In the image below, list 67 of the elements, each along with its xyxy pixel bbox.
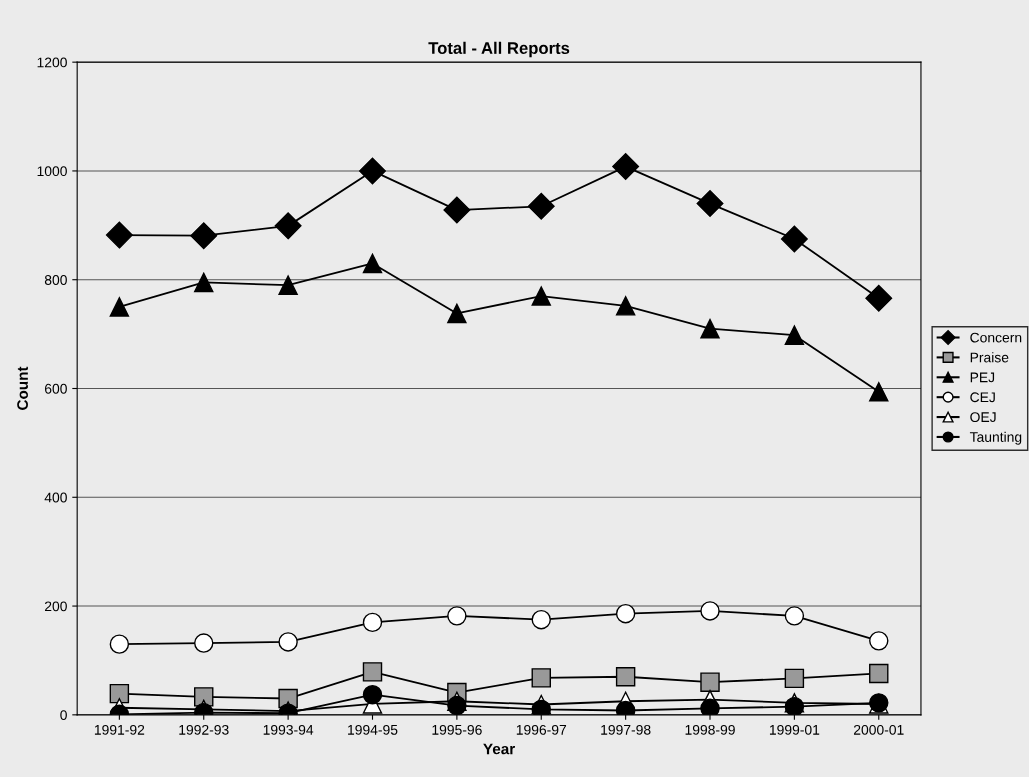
x-tick-label: 1993-94 bbox=[263, 724, 314, 735]
point bbox=[615, 603, 636, 624]
x-tick-label: 1998-99 bbox=[685, 724, 735, 735]
point bbox=[784, 696, 805, 715]
x-tick-label: 1991-92 bbox=[94, 724, 145, 735]
x-tick-label: 2000-01 bbox=[853, 724, 904, 735]
point bbox=[612, 153, 640, 181]
point bbox=[784, 325, 805, 345]
legend-label: Concern bbox=[970, 332, 1022, 343]
point bbox=[700, 601, 720, 621]
x-tick-label: 1997-98 bbox=[601, 724, 651, 735]
point bbox=[700, 672, 720, 692]
point bbox=[531, 286, 551, 306]
y-tick-label: 400 bbox=[44, 492, 67, 503]
point bbox=[700, 318, 720, 339]
point bbox=[865, 284, 893, 312]
y-tick-label: 600 bbox=[44, 383, 67, 394]
point bbox=[362, 253, 383, 274]
point bbox=[531, 668, 551, 688]
point bbox=[780, 225, 808, 253]
y-tick-label: 0 bbox=[60, 710, 67, 721]
point bbox=[869, 382, 889, 402]
point bbox=[447, 606, 467, 626]
legend-label: OEJ bbox=[970, 412, 996, 423]
x-tick-label: 1994-95 bbox=[348, 724, 398, 735]
point bbox=[362, 612, 383, 633]
point bbox=[615, 296, 636, 316]
y-axis-title: Count bbox=[17, 366, 28, 410]
legend-label: CEJ bbox=[970, 392, 995, 403]
point bbox=[869, 663, 889, 684]
y-tick-label: 1000 bbox=[37, 166, 67, 177]
y-tick-label: 200 bbox=[44, 601, 67, 612]
y-tick-label: 1200 bbox=[37, 57, 67, 68]
x-tick-label: 1995-96 bbox=[432, 724, 482, 735]
point bbox=[190, 222, 218, 250]
point bbox=[362, 662, 383, 682]
point bbox=[615, 667, 636, 687]
legend-label: Taunting bbox=[969, 431, 1022, 445]
point bbox=[194, 633, 214, 653]
point bbox=[109, 634, 130, 654]
point bbox=[443, 196, 471, 224]
point bbox=[362, 684, 383, 705]
point bbox=[527, 192, 555, 220]
point bbox=[869, 631, 889, 651]
point bbox=[696, 190, 724, 218]
point bbox=[700, 698, 720, 715]
point bbox=[278, 275, 298, 295]
point bbox=[109, 683, 130, 704]
x-tick-label: 1999-01 bbox=[769, 724, 820, 735]
chart-title: Total - All Reports bbox=[428, 41, 570, 58]
point bbox=[109, 297, 130, 317]
point bbox=[278, 632, 298, 652]
point bbox=[447, 303, 467, 324]
point bbox=[531, 609, 551, 630]
y-tick-label: 800 bbox=[44, 275, 67, 285]
x-axis-title: Year bbox=[483, 743, 515, 755]
point bbox=[447, 695, 467, 715]
point bbox=[359, 157, 386, 185]
legend-label: Praise bbox=[970, 352, 1009, 363]
point bbox=[105, 221, 133, 249]
point bbox=[784, 606, 805, 626]
legend-label: PEJ bbox=[970, 372, 995, 383]
point bbox=[194, 272, 214, 293]
point bbox=[274, 212, 302, 240]
x-tick-label: 1992-93 bbox=[179, 724, 229, 735]
point bbox=[784, 668, 805, 689]
x-tick-label: 1996-97 bbox=[516, 724, 567, 735]
